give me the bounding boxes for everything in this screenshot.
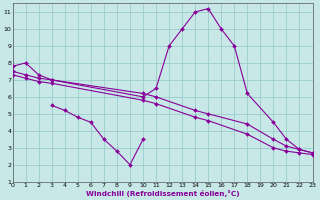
X-axis label: Windchill (Refroidissement éolien,°C): Windchill (Refroidissement éolien,°C) (86, 190, 239, 197)
